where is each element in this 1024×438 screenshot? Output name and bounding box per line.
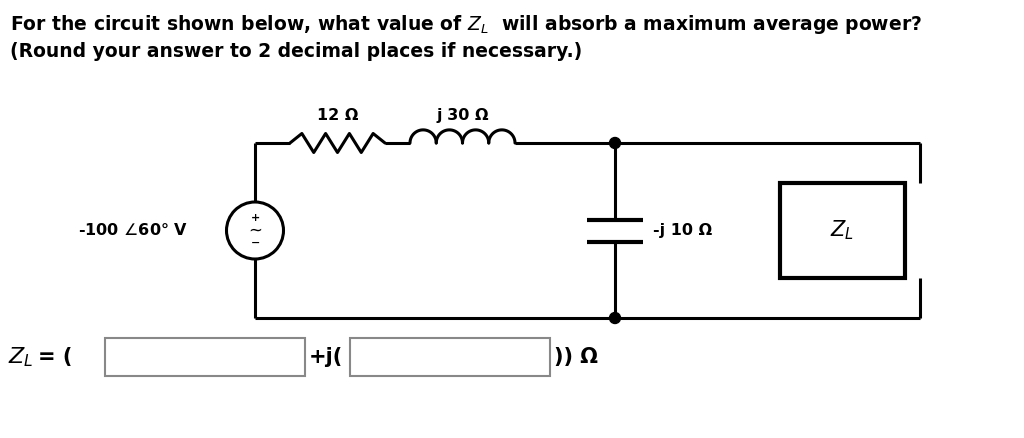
Text: )) Ω: )) Ω — [554, 347, 598, 367]
Text: +j(: +j( — [309, 347, 343, 367]
Text: ~: ~ — [248, 222, 262, 240]
Text: 12 Ω: 12 Ω — [316, 108, 358, 123]
Text: For the circuit shown below, what value of $Z_L$  will absorb a maximum average : For the circuit shown below, what value … — [10, 13, 922, 36]
Text: (Round your answer to 2 decimal places if necessary.): (Round your answer to 2 decimal places i… — [10, 42, 583, 61]
Text: j 30 Ω: j 30 Ω — [436, 108, 488, 123]
Circle shape — [609, 312, 621, 324]
Bar — [105, 338, 305, 376]
Circle shape — [609, 138, 621, 148]
Text: -100 $\angle$60° V: -100 $\angle$60° V — [79, 223, 188, 239]
Circle shape — [226, 202, 284, 259]
Bar — [780, 183, 905, 278]
Bar — [350, 338, 550, 376]
Text: -j 10 Ω: -j 10 Ω — [653, 223, 713, 238]
Text: $Z_L$: $Z_L$ — [8, 345, 34, 369]
Text: +: + — [251, 213, 261, 223]
Text: $Z_L$: $Z_L$ — [830, 219, 854, 242]
Text: −: − — [251, 237, 261, 247]
Text: = (: = ( — [38, 347, 73, 367]
